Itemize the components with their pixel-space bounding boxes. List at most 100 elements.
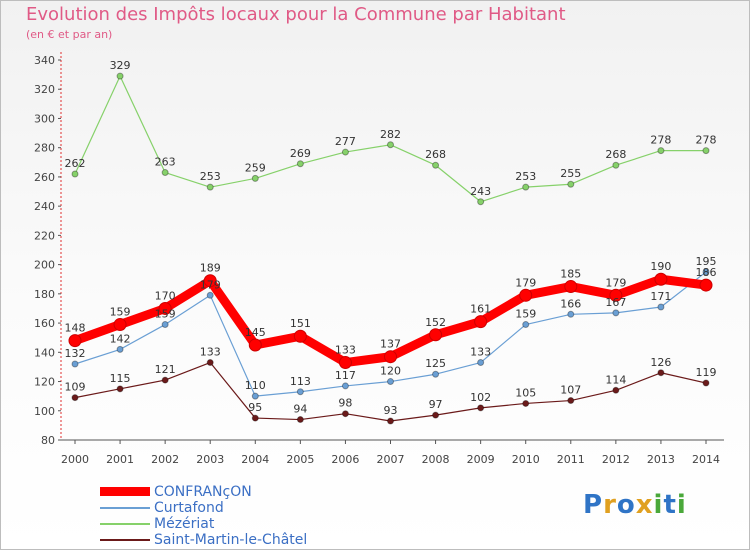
proxiti-logo: Proxiti (583, 490, 687, 520)
data-point (657, 369, 665, 377)
y-tick-label: 140 (34, 346, 55, 359)
x-tick-label: 2009 (467, 453, 495, 466)
y-tick-label: 200 (34, 259, 55, 272)
data-point (158, 301, 172, 315)
data-point (612, 386, 620, 394)
data-point (384, 350, 397, 364)
data-label: 179 (605, 276, 626, 289)
data-label: 259 (245, 161, 266, 174)
data-point (248, 338, 262, 352)
data-point (564, 280, 578, 294)
data-label: 179 (515, 276, 536, 289)
data-label: 253 (200, 170, 221, 183)
data-point (702, 379, 710, 387)
legend-swatch-saint-martin (100, 539, 150, 541)
data-label: 114 (605, 373, 626, 386)
data-point (116, 385, 124, 393)
x-tick-label: 2014 (692, 453, 720, 466)
data-point (702, 147, 710, 155)
data-point (522, 321, 530, 329)
data-label: 171 (650, 290, 671, 303)
data-label: 277 (335, 135, 356, 148)
x-tick-label: 2013 (647, 453, 675, 466)
data-label: 105 (515, 386, 536, 399)
data-point (519, 288, 533, 302)
series-points (68, 72, 713, 425)
data-label: 243 (470, 185, 491, 198)
data-label: 93 (384, 404, 398, 417)
data-point (296, 160, 304, 168)
data-label: 133 (335, 344, 356, 357)
data-label: 94 (293, 403, 307, 416)
data-point (612, 309, 620, 317)
data-label: 255 (560, 167, 581, 180)
data-point (567, 310, 575, 318)
x-tick-label: 2007 (377, 453, 405, 466)
data-label: 110 (245, 379, 266, 392)
data-label: 102 (470, 391, 491, 404)
data-label: 269 (290, 147, 311, 160)
data-label: 159 (155, 308, 176, 321)
data-point (71, 360, 79, 368)
x-tick-label: 2001 (106, 453, 134, 466)
data-label: 278 (696, 134, 717, 147)
data-point (296, 388, 304, 396)
data-point (387, 378, 394, 386)
data-point (341, 382, 349, 390)
data-point (293, 329, 307, 343)
x-tick-label: 2006 (331, 453, 359, 466)
data-point (251, 414, 259, 422)
data-point (203, 274, 217, 288)
data-label: 120 (380, 365, 401, 378)
data-point (71, 170, 79, 178)
chart-subtitle: (en € et par an) (26, 28, 113, 41)
y-tick-label: 240 (34, 200, 55, 213)
data-label: 145 (245, 326, 266, 339)
data-point (206, 359, 214, 367)
legend-label-confrancon: CONFRANçON (154, 484, 252, 500)
data-labels: 148 159 170 189 145 151 133 137 152 161 179 185 179 1… (65, 59, 717, 417)
data-point (429, 328, 443, 342)
data-point (113, 318, 127, 332)
data-label: 117 (335, 369, 356, 382)
data-point (296, 416, 304, 424)
data-label: 113 (290, 375, 311, 388)
data-label: 170 (155, 289, 176, 302)
data-point (477, 198, 485, 206)
x-tick-label: 2003 (196, 453, 224, 466)
logo-letter: o (616, 490, 636, 520)
data-label: 95 (248, 401, 262, 414)
data-point (477, 359, 485, 367)
data-label: 282 (380, 128, 401, 141)
x-tick-label: 2005 (286, 453, 314, 466)
data-point (612, 161, 620, 169)
y-tick-label: 280 (34, 142, 55, 155)
data-point (657, 147, 665, 155)
legend-swatch-confrancon (100, 487, 150, 496)
data-point (477, 404, 485, 412)
data-point (432, 161, 440, 169)
data-label: 152 (425, 316, 446, 329)
data-label: 97 (429, 398, 443, 411)
data-point (161, 376, 169, 384)
data-label: 151 (290, 317, 311, 330)
data-point (702, 268, 710, 276)
data-label: 126 (650, 356, 671, 369)
legend-swatch-curtafond (100, 507, 150, 509)
data-label: 329 (110, 59, 131, 72)
data-point (432, 370, 440, 378)
data-label: 121 (155, 363, 176, 376)
y-tick-label: 80 (41, 434, 55, 447)
data-label: 161 (470, 303, 491, 316)
data-label: 119 (696, 366, 717, 379)
data-point (116, 345, 124, 353)
axes: 80 100 120 140 160 180 200 220 240 260 280 300 320 34… (34, 52, 724, 466)
data-label: 98 (338, 397, 352, 410)
legend-label-curtafond: Curtafond (154, 500, 224, 516)
data-point (387, 141, 394, 149)
data-point (657, 303, 665, 311)
data-point (432, 411, 440, 419)
data-point (251, 392, 259, 400)
data-label: 142 (110, 332, 131, 345)
